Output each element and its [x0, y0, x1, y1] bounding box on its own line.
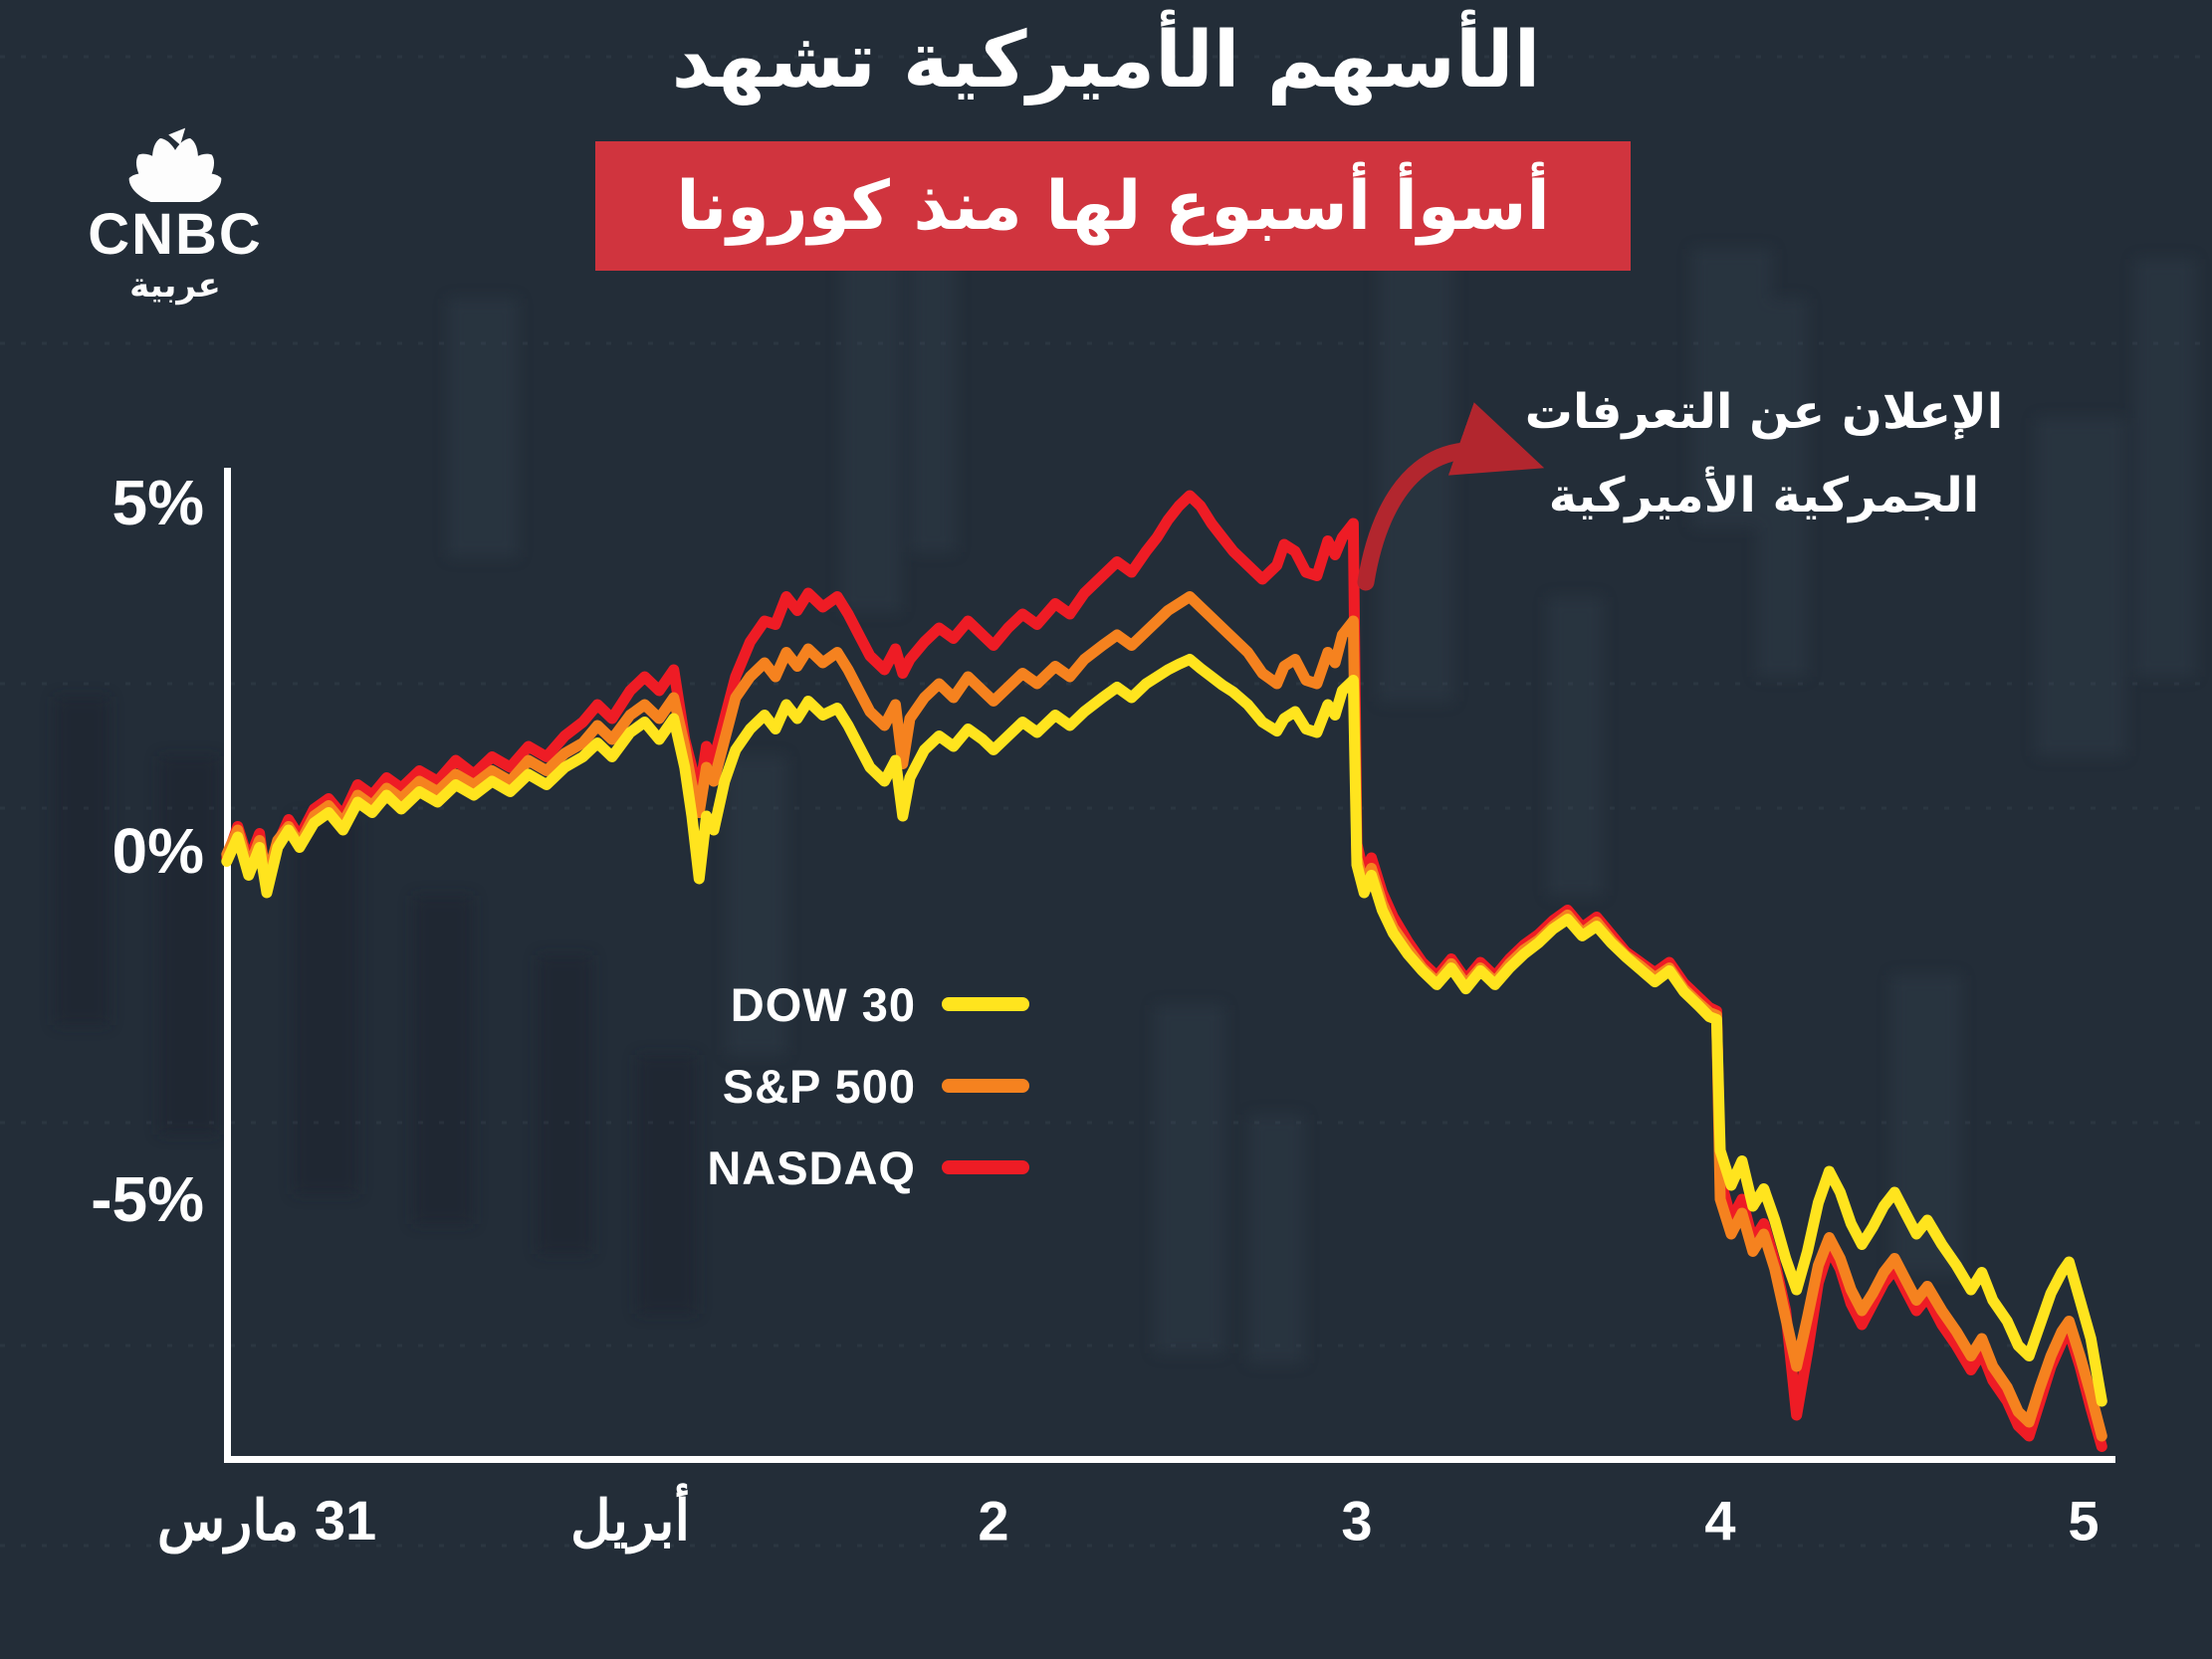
banner-text: أسوأ أسبوع لها منذ كورونا — [676, 166, 1550, 246]
series-lines — [221, 490, 2107, 1452]
annotation-line1: الإعلان عن التعرفات — [1524, 384, 2004, 440]
legend: DOW 30 S&P 500 NASDAQ — [637, 963, 1055, 1208]
legend-swatch-icon — [942, 997, 1029, 1011]
sp500-line — [221, 591, 2107, 1442]
x-tick-label: 4 — [1704, 1489, 1736, 1553]
event-annotation: الإعلان عن التعرفات الجمركية الأميركية — [1485, 370, 2043, 537]
title-banner: أسوأ أسبوع لها منذ كورونا — [595, 141, 1631, 271]
legend-label: DOW 30 — [730, 977, 916, 1031]
annotation-line2: الجمركية الأميركية — [1548, 468, 1980, 523]
cnbc-arabia-logo: CNBC عربية — [66, 78, 285, 306]
legend-item-sp500: S&P 500 — [637, 1045, 1055, 1127]
x-tick-label: 5 — [2068, 1489, 2100, 1553]
legend-label: NASDAQ — [707, 1141, 916, 1194]
x-tick-label: أبريل — [569, 1489, 691, 1552]
legend-swatch-icon — [942, 1079, 1029, 1093]
page-title: الأسهم الأميركية تشهد — [671, 16, 1542, 105]
y-tick-label: 5% — [111, 467, 205, 538]
legend-item-nasdaq: NASDAQ — [637, 1127, 1055, 1208]
legend-swatch-icon — [942, 1160, 1029, 1174]
logo-arabic-sub: عربية — [129, 266, 221, 306]
x-axis-line — [224, 1456, 2115, 1463]
y-tick-label: -5% — [91, 1163, 204, 1235]
y-tick-label: 0% — [111, 815, 205, 887]
logo-wordmark: CNBC — [88, 202, 263, 267]
event-arrow-icon — [1357, 402, 1545, 591]
legend-item-dow: DOW 30 — [637, 963, 1055, 1045]
x-tick-label: 31 مارس — [156, 1489, 377, 1552]
axes — [224, 468, 2115, 1463]
x-tick-label: 3 — [1341, 1489, 1373, 1553]
peacock-icon — [128, 127, 222, 207]
x-tick-label: 2 — [978, 1489, 1009, 1553]
y-axis-line — [224, 468, 231, 1463]
nasdaq-line — [221, 490, 2107, 1452]
dow30-line — [221, 654, 2107, 1407]
legend-label: S&P 500 — [722, 1059, 916, 1113]
